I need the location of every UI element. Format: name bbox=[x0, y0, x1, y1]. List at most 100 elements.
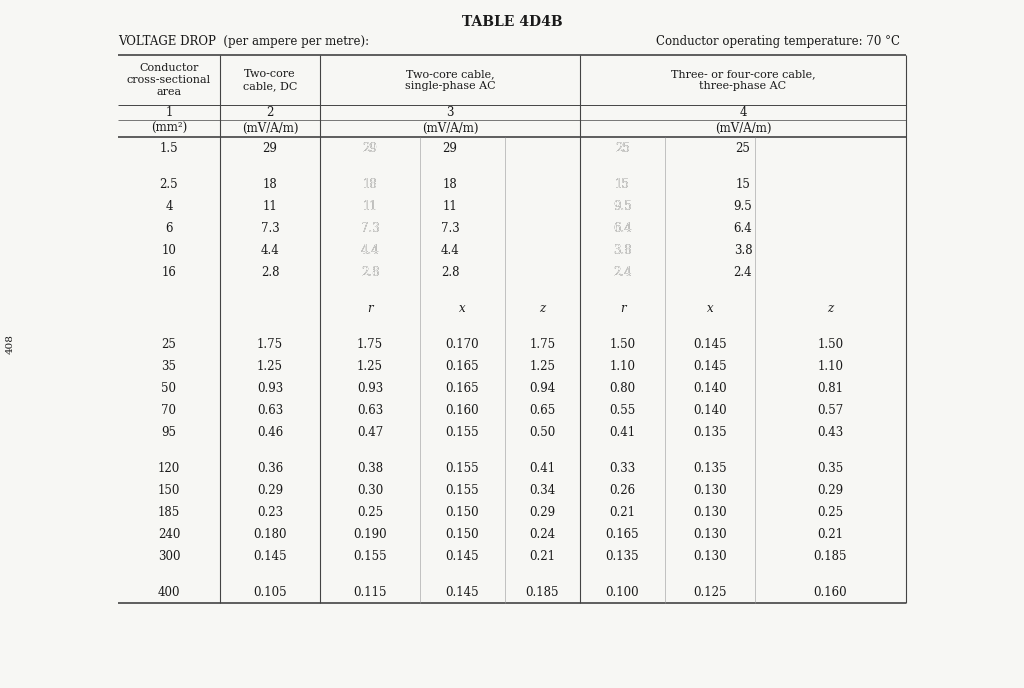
Text: 6.4: 6.4 bbox=[733, 222, 753, 235]
Text: 11: 11 bbox=[442, 200, 458, 213]
Text: 0.29: 0.29 bbox=[817, 484, 844, 497]
Text: 18: 18 bbox=[442, 178, 458, 191]
Text: 50: 50 bbox=[162, 382, 176, 394]
Text: 0.81: 0.81 bbox=[817, 382, 844, 394]
Text: 0.55: 0.55 bbox=[609, 403, 636, 416]
Text: 0.155: 0.155 bbox=[445, 484, 479, 497]
Text: 2.8: 2.8 bbox=[440, 266, 459, 279]
Text: 0.130: 0.130 bbox=[693, 484, 727, 497]
Text: 0.25: 0.25 bbox=[817, 506, 844, 519]
Text: 0.63: 0.63 bbox=[357, 403, 383, 416]
Text: (mm²): (mm²) bbox=[151, 122, 187, 135]
Text: 0.93: 0.93 bbox=[357, 382, 383, 394]
Text: 0.135: 0.135 bbox=[605, 550, 639, 563]
Text: 4: 4 bbox=[165, 200, 173, 213]
Text: 0.94: 0.94 bbox=[529, 382, 556, 394]
Text: 120: 120 bbox=[158, 462, 180, 475]
Text: 0.43: 0.43 bbox=[817, 425, 844, 438]
Text: 1: 1 bbox=[165, 106, 173, 119]
Text: 0.145: 0.145 bbox=[693, 338, 727, 350]
Text: (mV/A/m): (mV/A/m) bbox=[715, 122, 771, 135]
Text: 2.5: 2.5 bbox=[160, 178, 178, 191]
Text: 0.155: 0.155 bbox=[353, 550, 387, 563]
Text: TABLE 4D4B: TABLE 4D4B bbox=[462, 15, 562, 29]
Text: r: r bbox=[368, 301, 373, 314]
Text: 0.190: 0.190 bbox=[353, 528, 387, 541]
Text: 0.21: 0.21 bbox=[817, 528, 844, 541]
Text: VOLTAGE DROP  (per ampere per metre):: VOLTAGE DROP (per ampere per metre): bbox=[118, 36, 369, 48]
Text: 3.8: 3.8 bbox=[613, 244, 632, 257]
Text: 0.155: 0.155 bbox=[445, 462, 479, 475]
Text: z: z bbox=[540, 301, 546, 314]
Text: 0.57: 0.57 bbox=[817, 403, 844, 416]
Text: x: x bbox=[707, 301, 714, 314]
Text: 0.30: 0.30 bbox=[357, 484, 383, 497]
Text: 0.21: 0.21 bbox=[529, 550, 555, 563]
Text: Conductor operating temperature: 70 °C: Conductor operating temperature: 70 °C bbox=[656, 36, 900, 48]
Text: 0.46: 0.46 bbox=[257, 425, 283, 438]
Text: 7.3: 7.3 bbox=[440, 222, 460, 235]
Text: Conductor
cross-sectional
area: Conductor cross-sectional area bbox=[127, 63, 211, 96]
Text: 1.75: 1.75 bbox=[529, 338, 556, 350]
Text: 240: 240 bbox=[158, 528, 180, 541]
Text: 11: 11 bbox=[262, 200, 278, 213]
Text: 0.185: 0.185 bbox=[525, 585, 559, 599]
Text: Two-core
cable, DC: Two-core cable, DC bbox=[243, 69, 297, 91]
Text: 0.145: 0.145 bbox=[445, 585, 479, 599]
Text: 0.135: 0.135 bbox=[693, 462, 727, 475]
Text: 9.5: 9.5 bbox=[733, 200, 753, 213]
Text: 0.33: 0.33 bbox=[609, 462, 636, 475]
Text: 15: 15 bbox=[735, 178, 751, 191]
Text: 0.29: 0.29 bbox=[529, 506, 556, 519]
Text: 6: 6 bbox=[165, 222, 173, 235]
Text: 0.38: 0.38 bbox=[357, 462, 383, 475]
Text: 0.135: 0.135 bbox=[693, 425, 727, 438]
Text: 3: 3 bbox=[446, 106, 454, 119]
Text: (mV/A/m): (mV/A/m) bbox=[242, 122, 298, 135]
Text: 11: 11 bbox=[362, 200, 378, 213]
Text: 0.80: 0.80 bbox=[609, 382, 636, 394]
Text: 0.21: 0.21 bbox=[609, 506, 636, 519]
Text: 2.8: 2.8 bbox=[360, 266, 379, 279]
Text: 1.25: 1.25 bbox=[357, 360, 383, 372]
Text: 0.115: 0.115 bbox=[353, 585, 387, 599]
Text: 1.5: 1.5 bbox=[160, 142, 178, 155]
Text: 4.4: 4.4 bbox=[360, 244, 379, 257]
Text: 300: 300 bbox=[158, 550, 180, 563]
Text: 18: 18 bbox=[362, 178, 378, 191]
Text: 6.4: 6.4 bbox=[613, 222, 632, 235]
Text: 11: 11 bbox=[362, 200, 378, 213]
Text: 0.160: 0.160 bbox=[445, 403, 479, 416]
Text: 0.155: 0.155 bbox=[445, 425, 479, 438]
Text: 25: 25 bbox=[735, 142, 751, 155]
Text: 1.75: 1.75 bbox=[257, 338, 283, 350]
Text: 1.50: 1.50 bbox=[609, 338, 636, 350]
Text: x: x bbox=[459, 301, 466, 314]
Text: 0.29: 0.29 bbox=[257, 484, 283, 497]
Text: 15: 15 bbox=[615, 178, 630, 191]
Text: 25: 25 bbox=[615, 142, 630, 155]
Text: 18: 18 bbox=[262, 178, 278, 191]
Text: 185: 185 bbox=[158, 506, 180, 519]
Text: 2.4: 2.4 bbox=[613, 266, 632, 279]
Text: 0.23: 0.23 bbox=[257, 506, 283, 519]
Text: 0.130: 0.130 bbox=[693, 528, 727, 541]
Text: 1.10: 1.10 bbox=[817, 360, 844, 372]
Text: 4.4: 4.4 bbox=[261, 244, 280, 257]
Text: 0.26: 0.26 bbox=[609, 484, 636, 497]
Text: (mV/A/m): (mV/A/m) bbox=[422, 122, 478, 135]
Text: 2.4: 2.4 bbox=[613, 266, 632, 279]
Text: 0.150: 0.150 bbox=[445, 528, 479, 541]
Text: 0.165: 0.165 bbox=[445, 382, 479, 394]
Text: 7.3: 7.3 bbox=[360, 222, 379, 235]
Text: 2.4: 2.4 bbox=[733, 266, 753, 279]
Text: 29: 29 bbox=[362, 142, 378, 155]
Text: 150: 150 bbox=[158, 484, 180, 497]
Text: 0.160: 0.160 bbox=[814, 585, 847, 599]
Text: 70: 70 bbox=[162, 403, 176, 416]
Text: 0.165: 0.165 bbox=[605, 528, 639, 541]
Text: 29: 29 bbox=[442, 142, 458, 155]
Text: 0.41: 0.41 bbox=[609, 425, 636, 438]
Text: 0.130: 0.130 bbox=[693, 506, 727, 519]
Text: 10: 10 bbox=[162, 244, 176, 257]
